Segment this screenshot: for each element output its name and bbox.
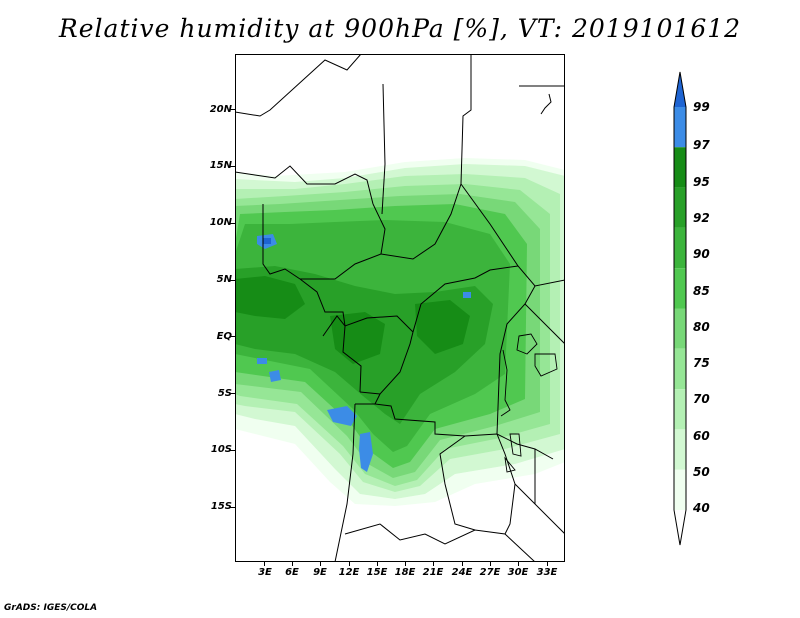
colorbar-label-70: 70	[693, 392, 710, 406]
humidity-band-92	[235, 276, 305, 319]
colorbar-swatch	[674, 348, 686, 390]
colorbar-swatch	[674, 268, 686, 309]
humidity-field	[235, 158, 565, 506]
lat-label-15s: 15S	[210, 501, 232, 512]
lon-label-9e: 9E	[313, 567, 327, 578]
lon-label-12e: 12E	[338, 567, 360, 578]
colorbar-label-92: 92	[693, 211, 710, 225]
lon-ticks	[264, 561, 548, 566]
colorbar-swatch	[674, 72, 686, 107]
humidity-band-99	[263, 238, 271, 244]
humidity-band-95	[359, 432, 373, 472]
lon-label-6e: 6E	[285, 567, 299, 578]
colorbar-swatch	[674, 187, 686, 228]
colorbar-label-95: 95	[693, 175, 710, 189]
colorbar-label-75: 75	[693, 356, 710, 370]
country-borders	[235, 54, 565, 562]
lake-outlines	[500, 333, 558, 473]
lon-label-27e: 27E	[479, 567, 501, 578]
colorbar-swatch	[674, 147, 686, 188]
humidity-band-95	[327, 406, 357, 426]
lat-label-5n: 5N	[216, 274, 232, 285]
colorbar-label-99: 99	[693, 100, 710, 114]
footer-credit: GrADS: IGES/COLA	[4, 603, 98, 613]
lat-label-15n: 15N	[209, 160, 232, 171]
lon-label-30e: 30E	[507, 567, 529, 578]
colorbar-outline	[673, 71, 687, 546]
humidity-band-95	[463, 292, 471, 298]
colorbar-swatch	[674, 469, 686, 510]
map-frame	[235, 54, 565, 562]
colorbar-label-50: 50	[693, 465, 710, 479]
lon-label-18e: 18E	[394, 567, 416, 578]
lon-label-3e: 3E	[258, 567, 272, 578]
chart-title: Relative humidity at 900hPa [%], VT: 201…	[58, 14, 742, 43]
lat-label-20n: 20N	[209, 104, 232, 115]
map-plot	[235, 54, 565, 562]
humidity-band-95	[269, 370, 281, 382]
lon-label-15e: 15E	[366, 567, 388, 578]
lon-label-33e: 33E	[536, 567, 558, 578]
lat-label-eq: EQ	[216, 331, 232, 342]
lat-ticks	[230, 109, 235, 508]
colorbar-label-80: 80	[693, 320, 710, 334]
colorbar-label-85: 85	[693, 284, 710, 298]
colorbar-label-60: 60	[693, 429, 710, 443]
lon-label-21e: 21E	[422, 567, 444, 578]
colorbar-swatch	[674, 107, 686, 148]
colorbar-label-90: 90	[693, 247, 710, 261]
lat-label-10s: 10S	[210, 444, 232, 455]
humidity-band-95	[257, 358, 267, 364]
colorbar-swatch	[674, 429, 686, 470]
colorbar-swatch	[674, 227, 686, 269]
colorbar-swatch	[674, 308, 686, 349]
lon-label-24e: 24E	[451, 567, 473, 578]
lat-label-10n: 10N	[209, 217, 232, 228]
humidity-band-92	[415, 300, 470, 354]
lat-label-5s: 5S	[217, 388, 232, 399]
colorbar-label-97: 97	[693, 138, 710, 152]
colorbar-swatch	[674, 510, 686, 545]
colorbar	[673, 71, 687, 546]
colorbar-label-40: 40	[693, 501, 710, 515]
colorbar-swatch	[674, 389, 686, 430]
